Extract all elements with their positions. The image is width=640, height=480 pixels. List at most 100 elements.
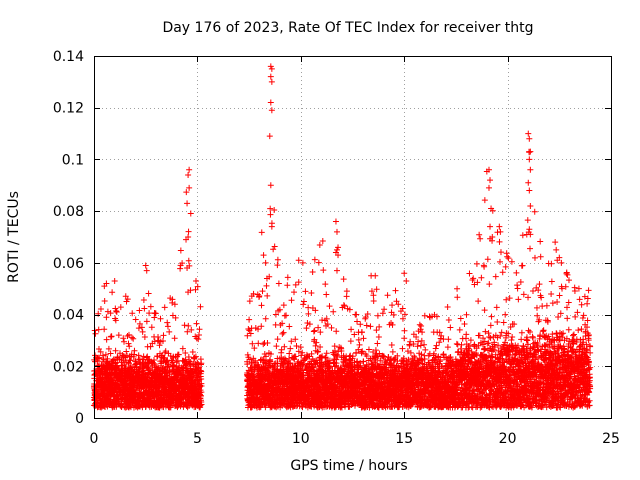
roti-point xyxy=(103,314,110,321)
roti-point xyxy=(280,329,287,336)
roti-point xyxy=(260,341,267,348)
roti-point xyxy=(129,310,136,317)
roti-point xyxy=(160,332,167,339)
roti-point xyxy=(370,297,377,304)
roti-point xyxy=(320,267,327,274)
roti-point xyxy=(356,341,363,348)
roti-point xyxy=(363,322,370,329)
roti-point xyxy=(311,256,318,263)
roti-point xyxy=(311,327,318,334)
roti-point xyxy=(124,332,131,339)
roti-point xyxy=(264,292,271,299)
roti-point xyxy=(267,211,274,218)
roti-point xyxy=(316,241,323,248)
roti-point xyxy=(417,342,424,349)
roti-point xyxy=(112,347,119,354)
roti-point xyxy=(171,335,178,342)
roti-point xyxy=(145,290,152,297)
roti-point xyxy=(333,328,340,335)
roti-point xyxy=(292,281,299,288)
roti-point xyxy=(291,289,298,296)
roti-point xyxy=(139,328,146,335)
roti-point xyxy=(374,340,381,347)
roti-point xyxy=(274,336,281,343)
roti-point xyxy=(322,281,329,288)
roti-point xyxy=(133,361,140,368)
roti-point xyxy=(138,324,145,331)
roti-point xyxy=(164,323,171,330)
chart-title: Day 176 of 2023, Rate Of TEC Index for r… xyxy=(162,20,533,36)
roti-point xyxy=(376,323,383,330)
roti-point xyxy=(144,364,151,371)
roti-point xyxy=(185,322,192,329)
roti-point xyxy=(278,346,285,353)
roti-point xyxy=(279,330,286,337)
roti-point xyxy=(127,357,134,364)
roti-point xyxy=(113,308,120,315)
roti-point xyxy=(112,317,119,324)
roti-point xyxy=(108,333,115,340)
roti-point xyxy=(125,340,132,347)
roti-point xyxy=(193,320,200,327)
roti-point xyxy=(384,292,391,299)
roti-point xyxy=(196,326,203,333)
roti-point xyxy=(343,293,350,300)
grid-layer xyxy=(94,56,611,418)
roti-point xyxy=(130,335,137,342)
roti-point xyxy=(135,325,142,332)
roti-point xyxy=(185,228,192,235)
roti-point xyxy=(283,312,290,319)
scatter-points xyxy=(90,63,594,411)
roti-point xyxy=(124,352,131,359)
roti-point xyxy=(136,307,143,314)
roti-point xyxy=(157,315,164,322)
roti-point xyxy=(125,331,132,338)
roti-point xyxy=(146,310,153,317)
roti-point xyxy=(148,324,155,331)
roti-point xyxy=(293,343,300,350)
roti-point xyxy=(97,348,104,355)
roti-point xyxy=(284,274,291,281)
roti-point xyxy=(258,302,265,309)
roti-point xyxy=(310,328,317,335)
roti-point xyxy=(131,347,138,354)
roti-point xyxy=(109,289,116,296)
roti-point xyxy=(123,348,130,355)
roti-point xyxy=(105,345,112,352)
roti-point xyxy=(295,279,302,286)
roti-point xyxy=(258,323,265,330)
roti-point xyxy=(262,315,269,322)
roti-point xyxy=(92,330,99,337)
roti-point xyxy=(271,243,278,250)
roti-point xyxy=(315,259,322,266)
roti-point xyxy=(256,293,263,300)
roti-point xyxy=(177,247,184,254)
roti-point xyxy=(192,277,199,284)
roti-point xyxy=(348,326,355,333)
roti-point xyxy=(270,246,277,253)
roti-point xyxy=(181,322,188,329)
roti-point xyxy=(274,262,281,269)
roti-point xyxy=(97,306,104,313)
roti-point xyxy=(323,291,330,298)
roti-point xyxy=(355,336,362,343)
roti-point xyxy=(136,320,143,327)
roti-point xyxy=(128,334,135,341)
roti-point xyxy=(141,334,148,341)
roti-point xyxy=(388,342,395,349)
roti-point xyxy=(115,332,122,339)
roti-point xyxy=(189,349,196,356)
roti-point xyxy=(360,358,367,365)
roti-point xyxy=(135,352,142,359)
roti-point xyxy=(340,276,347,283)
roti-point xyxy=(95,326,102,333)
roti-point xyxy=(113,307,120,314)
roti-point xyxy=(121,338,128,345)
roti-point xyxy=(259,288,266,295)
roti-point xyxy=(280,302,287,309)
roti-point xyxy=(328,324,335,331)
roti-point xyxy=(99,352,106,359)
roti-point xyxy=(275,280,282,287)
roti-point xyxy=(246,316,253,323)
